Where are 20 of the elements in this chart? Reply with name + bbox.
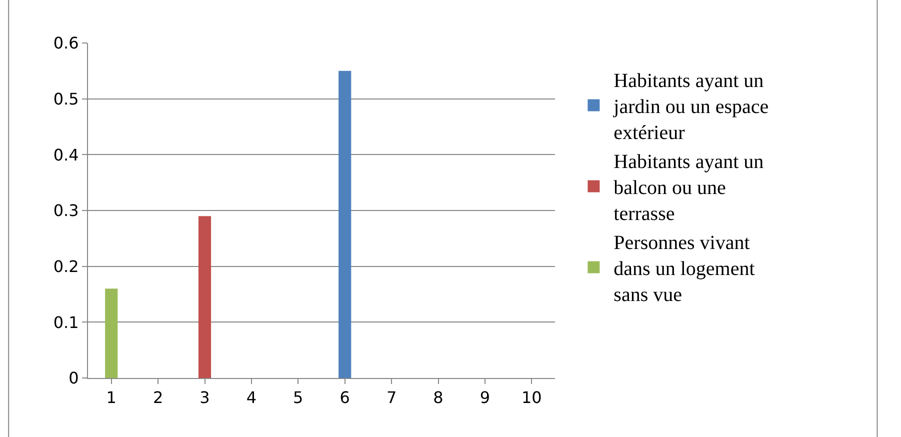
x-tick-label: 10 (521, 388, 542, 408)
x-tick-label: 3 (200, 388, 210, 408)
legend-label: Habitants ayant un balcon ou une terrasse (614, 151, 764, 226)
legend-label: Personnes vivant dans un logement sans vue (614, 232, 756, 306)
y-tick-label: 0.6 (53, 34, 79, 53)
x-tick-label: 5 (293, 388, 304, 408)
x-tick-label: 1 (106, 388, 116, 408)
x-tick-label: 8 (433, 388, 444, 408)
x-tick-label: 4 (246, 388, 257, 408)
y-tick-label: 0.3 (53, 201, 79, 220)
x-tick-label: 9 (480, 388, 490, 408)
x-tick-label: 2 (152, 388, 164, 408)
y-tick-label: 0.2 (53, 256, 79, 276)
y-tick-label: 0 (68, 368, 79, 388)
y-tick-label: 0.4 (53, 145, 79, 164)
x-tick-label: 6 (340, 388, 350, 408)
legend-label: Habitants ayant un jardin ou un espace extérieur (612, 70, 769, 144)
x-tick-label: 7 (386, 388, 397, 408)
y-tick-label: 0.1 (53, 312, 79, 332)
y-tick-label: 0.5 (53, 89, 79, 108)
